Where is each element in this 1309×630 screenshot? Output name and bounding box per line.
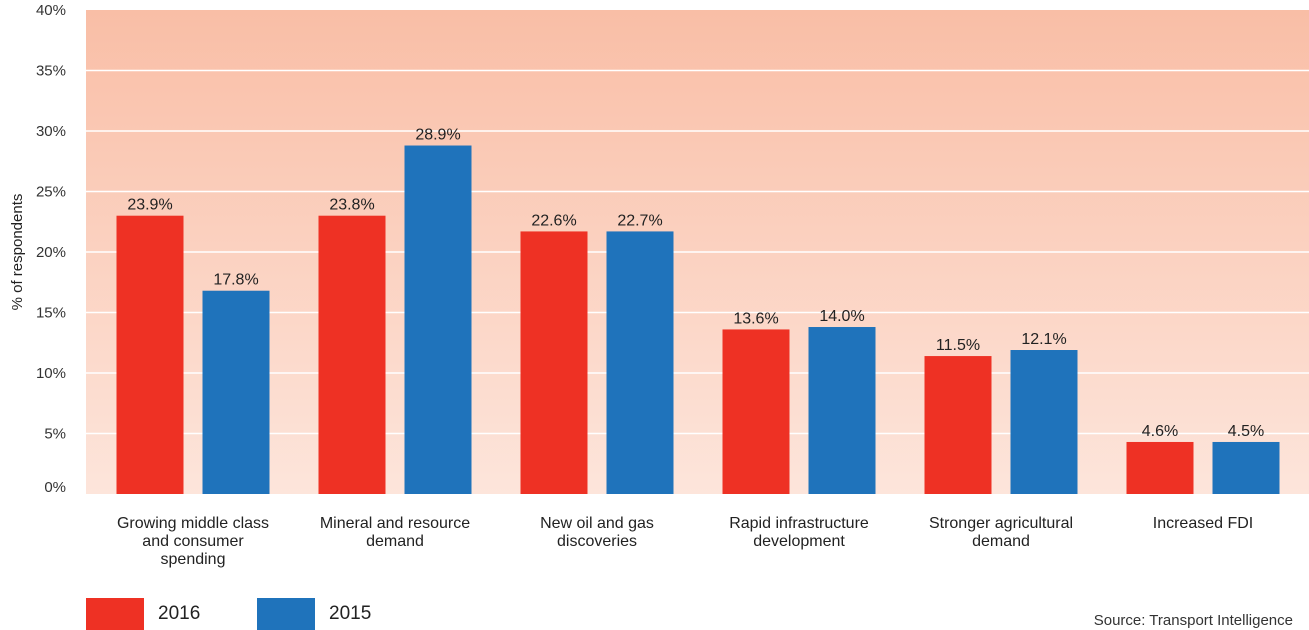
data-label-2015-3: 14.0% [819,308,864,325]
y-tick-label: 15% [36,305,66,322]
data-label-2015-2: 22.7% [617,212,662,229]
data-label-2015-1: 28.9% [415,127,460,144]
bars: 23.9% 17.8% 23.8% 28.9% 22.6% 22.7% 13.6% 14.0%… [116,127,1280,494]
y-tick-label: 25% [36,184,66,201]
x-category-label-2: New oil and gas discoveries [540,515,654,550]
legend-label-2015: 2015 [329,603,372,624]
bar-2016-4 [924,356,992,494]
y-tick-label: 0% [44,479,66,496]
data-label-2015-5: 4.5% [1228,423,1264,440]
bar-2015-3 [808,327,876,494]
source-note: Source: Transport Intelligence [1093,612,1293,629]
x-category-label-4: Stronger agricultural demand [929,515,1073,550]
legend: 2016 2015 [86,598,428,630]
bar-2016-2 [520,231,588,494]
bar-2016-5 [1126,441,1194,494]
y-axis-ticks: 0% 5% 10% 15% 20% 25% 30% 35% 40% [36,2,66,496]
bar-2015-2 [606,231,674,494]
data-label-2016-2: 22.6% [531,212,576,229]
bar-2015-4 [1010,350,1078,494]
x-category-label-1: Mineral and resource demand [320,515,470,550]
data-label-2016-4: 11.5% [936,337,980,354]
legend-label-2016: 2016 [158,603,201,624]
x-category-label-5: Increased FDI [1153,515,1253,532]
legend-swatch-2016 [86,598,144,630]
bar-2016-0 [116,215,184,494]
bar-2015-1 [404,145,472,494]
y-tick-label: 35% [36,63,66,80]
bar-2015-0 [202,290,270,494]
y-tick-label: 30% [36,123,66,140]
data-label-2016-3: 13.6% [733,310,778,327]
data-label-2016-5: 4.6% [1142,423,1178,440]
data-label-2016-1: 23.8% [329,197,374,214]
y-tick-label: 10% [36,365,66,382]
bar-2016-1 [318,215,386,494]
bar-2015-5 [1212,441,1280,494]
x-category-label-3: Rapid infrastructure development [729,515,869,550]
legend-item-2016: 2016 [86,598,257,630]
legend-item-2015: 2015 [257,598,428,630]
bar-chart: 0% 5% 10% 15% 20% 25% 30% 35% 40% % of responden… [9,2,1309,568]
y-axis-label: % of respondents [9,194,26,311]
x-axis-categories: Growing middle class and consumer spending… [117,515,1253,568]
data-label-2015-4: 12.1% [1021,331,1066,348]
x-category-label-0: Growing middle class and consumer spending [117,515,269,568]
y-tick-label: 40% [36,2,66,19]
data-label-2015-0: 17.8% [213,272,258,289]
data-label-2016-0: 23.9% [127,197,172,214]
gridlines [86,69,1309,435]
legend-swatch-2015 [257,598,315,630]
y-tick-label: 20% [36,244,66,261]
bar-2016-3 [722,329,790,494]
y-tick-label: 5% [44,426,66,443]
